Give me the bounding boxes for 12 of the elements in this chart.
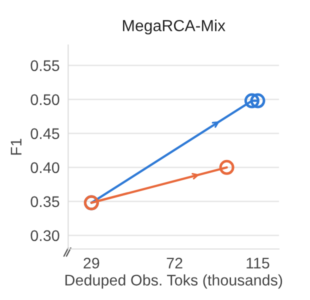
y-axis-title: F1	[10, 138, 22, 155]
y-tick-label: 0.35	[30, 196, 60, 208]
y-tick-label: 0.55	[30, 60, 60, 72]
x-tick-label: 72	[166, 258, 182, 268]
chart-title: MegaRCA-Mix	[122, 20, 226, 34]
x-axis-title: Deduped Obs. Toks (thousands)	[65, 274, 282, 289]
x-tick-label: 29	[84, 258, 100, 269]
y-tick-label: 0.40	[30, 162, 60, 174]
y-tick-label: 0.50	[30, 94, 60, 106]
y-tick-label: 0.45	[30, 128, 60, 140]
y-tick-label: 0.30	[30, 230, 60, 242]
x-tick-label: 115	[246, 258, 270, 269]
